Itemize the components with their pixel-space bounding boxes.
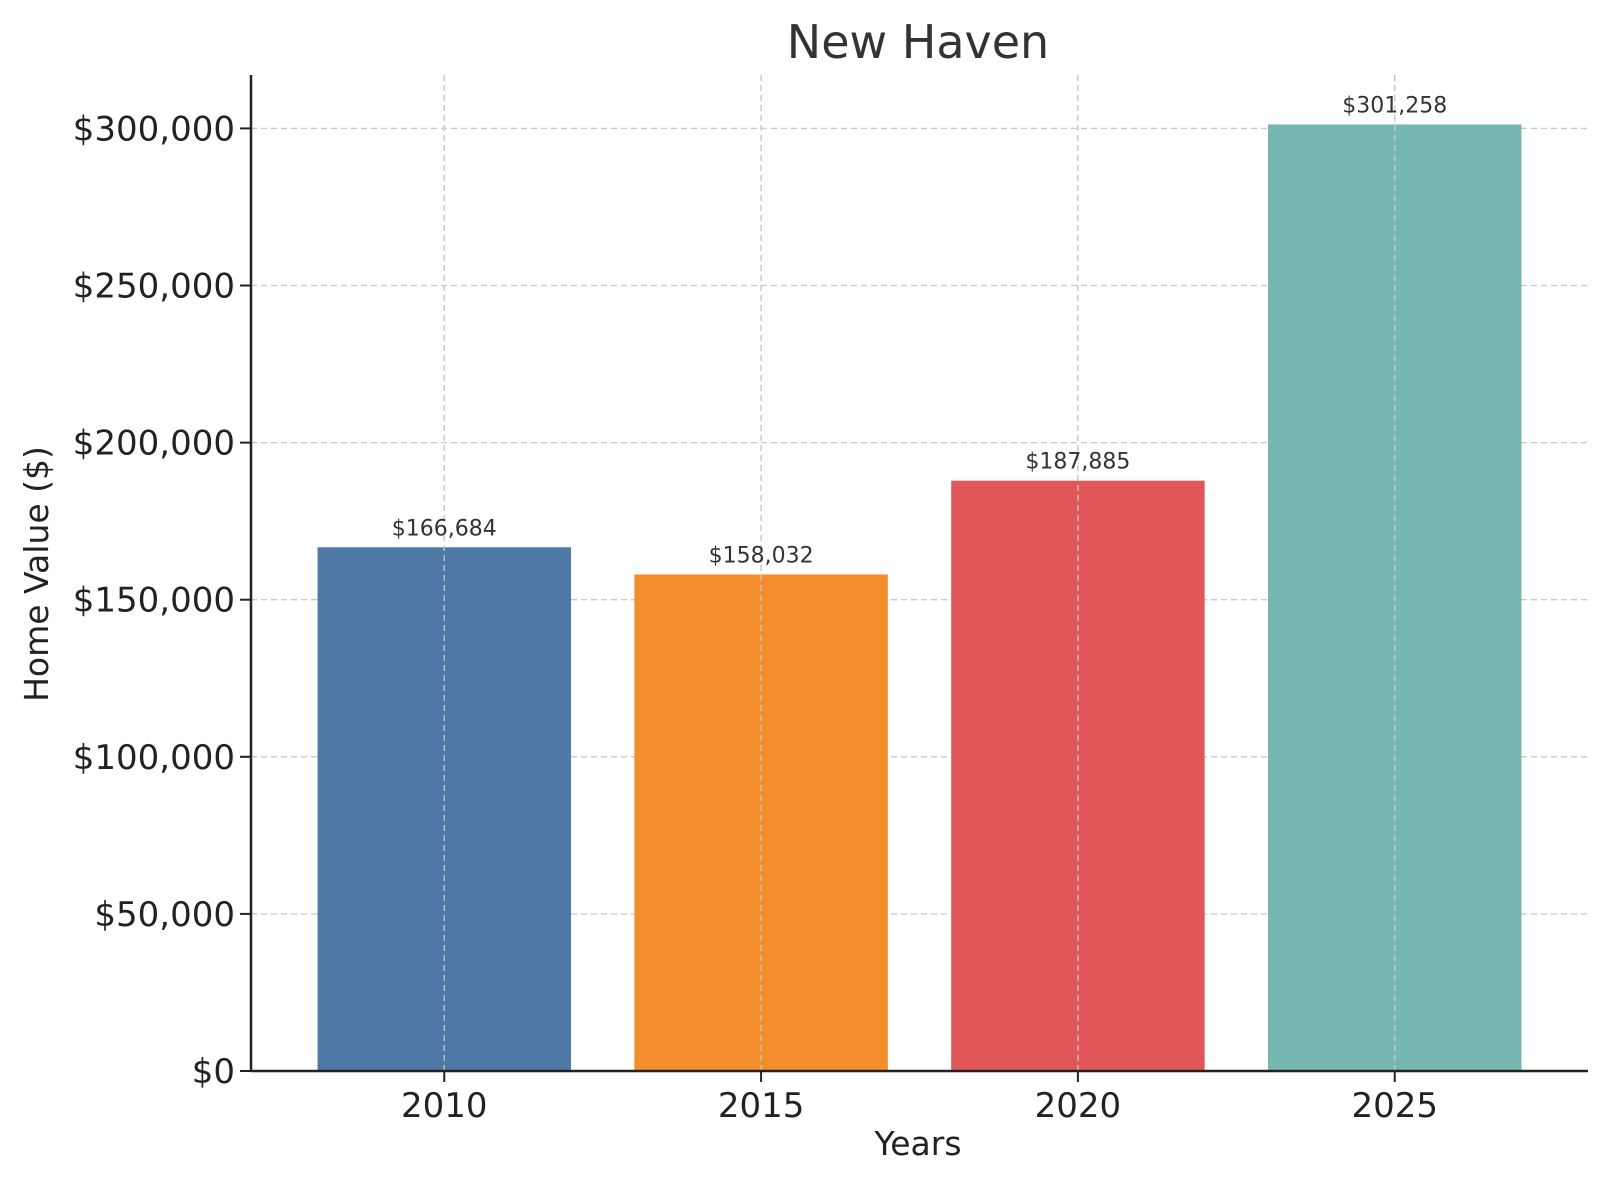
data-label-2010: $166,684 <box>392 516 497 541</box>
x-tick-label-2010: 2010 <box>401 1086 488 1126</box>
y-tick-label-6: $300,000 <box>73 109 235 149</box>
data-labels-layer: $166,684 $158,032 $187,885 $301,258 <box>392 93 1447 568</box>
chart-title: New Haven <box>787 15 1049 69</box>
y-tick-label-2: $100,000 <box>73 738 235 778</box>
y-axis-label: Home Value ($) <box>17 446 56 702</box>
data-label-2020: $187,885 <box>1025 450 1130 475</box>
x-axis-label: Years <box>873 1124 961 1163</box>
y-tick-label-5: $250,000 <box>73 267 235 307</box>
x-tick-label-2020: 2020 <box>1035 1086 1122 1126</box>
y-tick-label-4: $200,000 <box>73 424 235 464</box>
x-tick-label-2015: 2015 <box>718 1086 805 1126</box>
bars-layer <box>317 124 1522 1072</box>
data-label-2015: $158,032 <box>709 543 814 568</box>
x-tick-label-2025: 2025 <box>1351 1086 1438 1126</box>
y-tick-label-0: $0 <box>192 1052 235 1092</box>
data-label-2025: $301,258 <box>1342 93 1447 118</box>
axes-layer: $0 $50,000 $100,000 $150,000 $200,000 $250,00… <box>73 75 1588 1126</box>
y-tick-label-3: $150,000 <box>73 581 235 621</box>
y-tick-label-1: $50,000 <box>94 895 235 935</box>
